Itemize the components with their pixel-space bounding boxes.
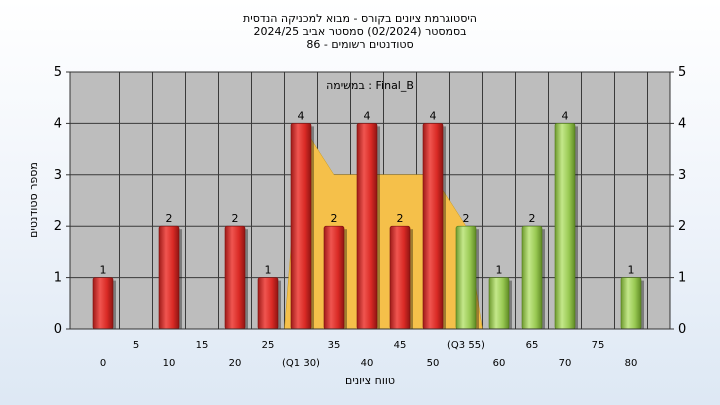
bar-70 — [554, 123, 576, 330]
x-tick-10: 10 — [163, 358, 176, 369]
y-tick-right-1: 1 — [678, 271, 686, 286]
data-label-20: 2 — [232, 212, 239, 225]
x-tick-40: 40 — [361, 358, 374, 369]
y-tick-left-1: 1 — [54, 271, 62, 286]
bar-50 — [422, 123, 444, 330]
bar-10 — [158, 225, 180, 330]
chart-title-line-2: בסמסטר (02/2024) סמסטר אביב 2024/25 — [253, 25, 466, 38]
bar-60 — [488, 277, 510, 330]
bar-series-layer — [92, 123, 644, 330]
chart-subtitle: במשימה : Final_B — [326, 79, 414, 92]
bar-0 — [92, 277, 114, 330]
data-label-35: 2 — [331, 212, 338, 225]
bar-40 — [356, 123, 378, 330]
data-label-80: 1 — [628, 264, 635, 277]
data-label-70: 4 — [562, 109, 569, 122]
x-tick-20: 20 — [229, 358, 242, 369]
y-tick-left-5: 5 — [54, 65, 62, 80]
x-tick-50: 50 — [427, 358, 440, 369]
data-label-60: 1 — [496, 264, 503, 277]
data-label-65: 2 — [529, 212, 536, 225]
y-tick-left-2: 2 — [54, 219, 62, 234]
chart-title-line-3: סטודנטים רשומים - 86 — [306, 38, 413, 51]
y-tick-left-4: 4 — [54, 116, 62, 131]
y-axis-label: מספר סטודנטים — [27, 162, 40, 238]
x-tick-70: 70 — [559, 358, 572, 369]
x-tick-15: 15 — [196, 340, 209, 351]
bar-35 — [323, 225, 345, 330]
x-axis-ticks: 0 5 10 15 20 25 (Q1 30) 35 40 45 50 (Q3 55) 60 65 70 75… — [100, 340, 638, 369]
data-label-45: 2 — [397, 212, 404, 225]
x-tick-35: 35 — [328, 340, 341, 351]
data-label-25: 1 — [265, 264, 272, 277]
bar-65 — [521, 225, 543, 330]
y-axis-left-ticks: 0 1 2 3 4 5 — [54, 65, 70, 337]
data-labels: 1 2 2 1 4 2 4 2 4 2 1 2 4 1 — [100, 109, 635, 276]
x-tick-0: 0 — [100, 358, 106, 369]
bar-30 — [290, 123, 312, 330]
chart-title-line-1: היסטוגרמת ציונים בקורס - מבוא למכניקה הנ… — [243, 12, 477, 25]
x-tick-5: 5 — [133, 340, 139, 351]
data-label-0: 1 — [100, 264, 107, 277]
x-tick-25: 25 — [262, 340, 275, 351]
x-tick-75: 75 — [592, 340, 605, 351]
y-axis-right-ticks: 0 1 2 3 4 5 — [670, 65, 686, 337]
data-label-40: 4 — [364, 109, 371, 122]
x-tick-65: 65 — [526, 340, 539, 351]
y-tick-right-2: 2 — [678, 219, 686, 234]
x-tick-60: 60 — [493, 358, 506, 369]
bar-55 — [455, 225, 477, 330]
data-label-10: 2 — [166, 212, 173, 225]
data-label-50: 4 — [430, 109, 437, 122]
x-tick-80: 80 — [625, 358, 638, 369]
y-tick-right-0: 0 — [678, 322, 686, 337]
y-tick-right-3: 3 — [678, 168, 686, 183]
x-tick-30: (Q1 30) — [282, 358, 320, 369]
x-tick-55: (Q3 55) — [447, 340, 485, 351]
y-tick-right-4: 4 — [678, 116, 686, 131]
plot-border — [69, 71, 671, 330]
data-label-30: 4 — [298, 109, 305, 122]
bar-45 — [389, 225, 411, 330]
bar-25 — [257, 277, 279, 330]
bar-20 — [224, 225, 246, 330]
x-axis-label: טווח ציונים — [345, 374, 395, 387]
data-label-55: 2 — [463, 212, 470, 225]
y-tick-left-3: 3 — [54, 168, 62, 183]
y-tick-left-0: 0 — [54, 322, 62, 337]
bar-80 — [620, 277, 642, 330]
y-tick-right-5: 5 — [678, 65, 686, 80]
x-tick-45: 45 — [394, 340, 407, 351]
